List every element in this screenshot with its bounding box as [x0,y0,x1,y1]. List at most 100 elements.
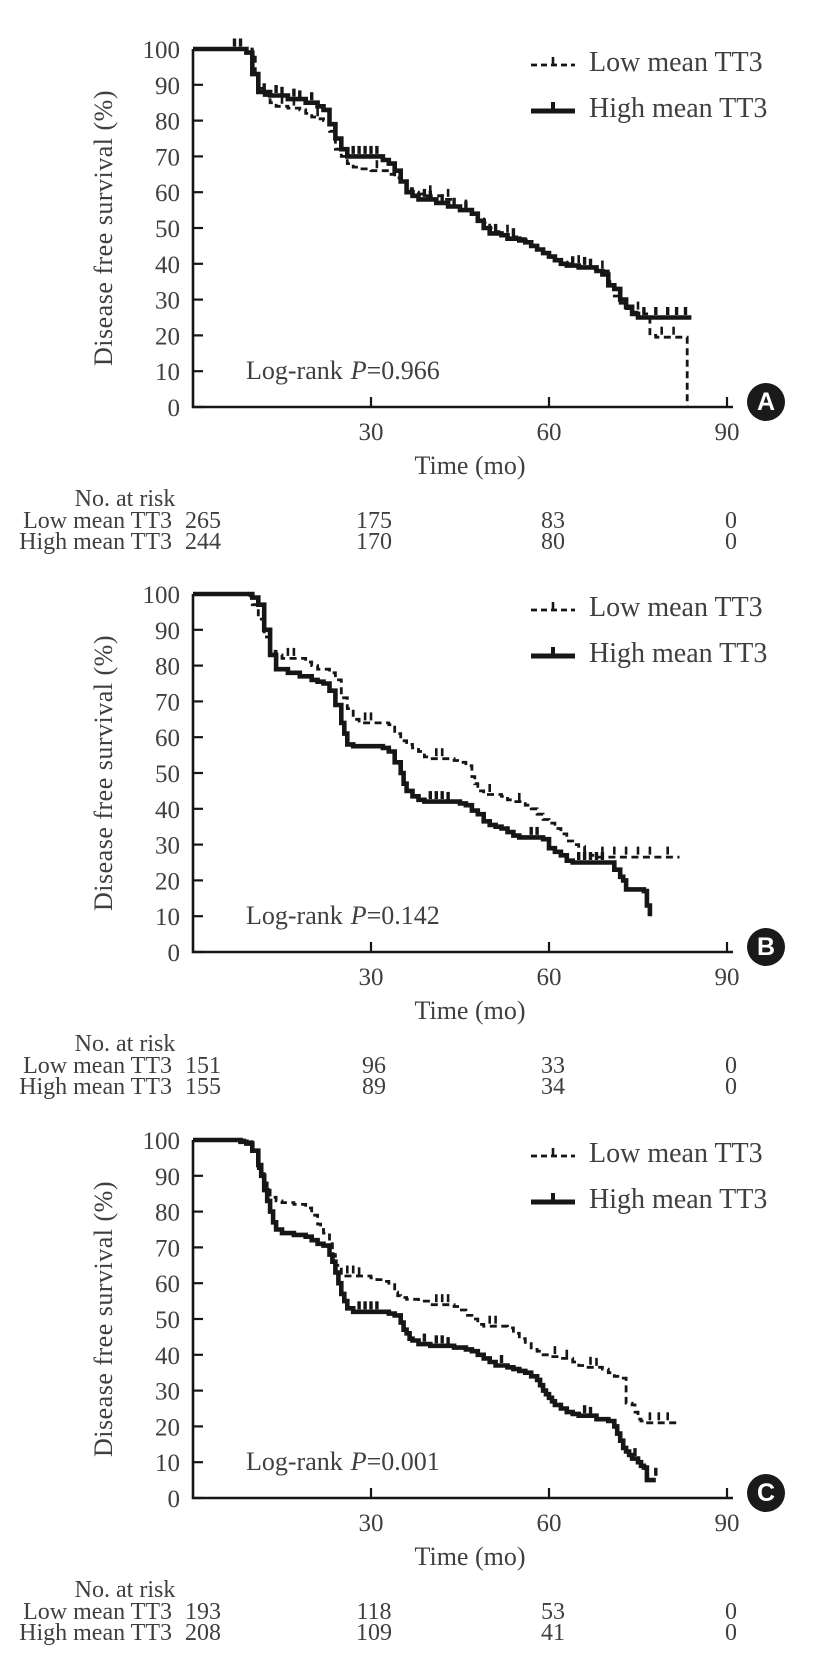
y-axis-title: Disease free survival (%) [89,90,118,366]
panel-label-badge: A [747,383,785,421]
legend: Low mean TT3 High mean TT3 [530,1137,767,1229]
risk-row-high: High mean TT3 244 170 80 0 [0,529,819,555]
y-tick-label: 70 [155,1235,180,1262]
legend-item-high: High mean TT3 [530,1183,767,1217]
y-tick-label: 70 [155,144,180,171]
risk-value: 244 [185,529,221,555]
y-tick-label: 0 [168,395,181,422]
risk-value: 175 [356,508,392,534]
x-axis-title: Time (mo) [414,451,526,480]
legend-item-high: High mean TT3 [530,92,767,126]
x-axis-title: Time (mo) [414,996,526,1025]
x-tick-label: 30 [359,1510,384,1537]
risk-row-label: High mean TT3 [19,1074,172,1100]
legend-item-low: Low mean TT3 [530,46,767,80]
legend-label-high: High mean TT3 [589,93,768,124]
dashed-line-swatch [531,1148,575,1158]
risk-value: 80 [541,529,565,555]
dashed-line-swatch [531,602,575,612]
y-tick-label: 10 [155,904,180,931]
risk-value: 0 [725,1074,737,1100]
panel-a: 0 10 20 30 40 50 60 70 80 90 100 30 60 90 Disease fre… [0,0,819,555]
risk-value: 0 [725,1599,737,1625]
risk-row-high: High mean TT3 155 89 34 0 [0,1074,819,1100]
logrank-value: =0.001 [366,1447,440,1476]
y-tick-label: 20 [155,1414,180,1441]
y-tick-label: 80 [155,654,180,681]
y-tick-label: 0 [168,940,181,967]
risk-row-low: Low mean TT3 193 118 53 0 [0,1599,819,1625]
y-tick-label: 90 [155,618,180,645]
y-tick-label: 100 [143,37,181,64]
y-tick-label: 60 [155,180,180,207]
curve-high-mean-tt3 [193,46,692,320]
x-axis-title: Time (mo) [414,1542,526,1571]
y-tick-label: 60 [155,1271,180,1298]
curve-low-mean-tt3 [193,1138,680,1425]
risk-row-label: High mean TT3 [19,1620,172,1646]
risk-value: 170 [356,529,392,555]
risk-row-label: High mean TT3 [19,529,172,555]
legend-label-high: High mean TT3 [589,1184,768,1215]
legend-label-low: Low mean TT3 [589,592,763,623]
panel-label-badge: B [747,928,785,966]
km-plot-c: 0 10 20 30 40 50 60 70 80 90 100 30 60 90 [143,1128,740,1537]
risk-value: 155 [185,1074,221,1100]
legend-label-low: Low mean TT3 [589,47,763,78]
risk-value: 33 [541,1053,565,1079]
y-tick-label: 60 [155,725,180,752]
risk-value: 53 [541,1599,565,1625]
panel-c: 0 10 20 30 40 50 60 70 80 90 100 30 60 90 Disease fre… [0,1091,819,1679]
solid-line-swatch [531,102,575,114]
panel-label-badge: C [747,1474,785,1512]
risk-table-header: No. at risk [74,486,176,512]
y-tick-label: 100 [143,582,181,609]
curve-high-mean-tt3 [193,591,653,917]
logrank-annotation: Log-rank P=0.142 [246,901,440,931]
logrank-p-symbol: P [350,1447,367,1476]
risk-value: 151 [185,1053,221,1079]
y-tick-label: 10 [155,359,180,386]
y-tick-label: 40 [155,252,180,279]
logrank-p-symbol: P [350,901,367,930]
x-tick-label: 90 [715,419,740,446]
legend: Low mean TT3 High mean TT3 [530,591,767,683]
curve-high-mean-tt3 [193,1137,656,1483]
logrank-p-symbol: P [350,356,367,385]
x-tick-label: 30 [359,964,384,991]
x-tick-label: 30 [359,419,384,446]
risk-row-low: Low mean TT3 265 175 83 0 [0,508,819,534]
y-tick-label: 10 [155,1450,180,1477]
y-tick-label: 70 [155,689,180,716]
risk-row-low: Low mean TT3 151 96 33 0 [0,1053,819,1079]
x-tick-label: 60 [537,964,562,991]
risk-row-label: Low mean TT3 [23,508,172,534]
panel-b: 0 10 20 30 40 50 60 70 80 90 100 30 60 90 Disease fre… [0,545,819,1100]
logrank-prefix: Log-rank [246,901,343,930]
legend-item-low: Low mean TT3 [530,1137,767,1171]
x-tick-label: 90 [715,1510,740,1537]
risk-table-header: No. at risk [74,1031,176,1057]
risk-value: 89 [362,1074,386,1100]
y-tick-label: 50 [155,216,180,243]
risk-value: 0 [725,1620,737,1646]
risk-value: 83 [541,508,565,534]
risk-value: 0 [725,1053,737,1079]
risk-value: 109 [356,1620,392,1646]
risk-row-high: High mean TT3 208 109 41 0 [0,1620,819,1646]
x-tick-label: 60 [537,419,562,446]
risk-value: 118 [356,1599,392,1625]
curve-low-mean-tt3 [193,592,680,859]
risk-table-header: No. at risk [74,1577,176,1603]
solid-line-swatch [531,1193,575,1205]
km-plot-b: 0 10 20 30 40 50 60 70 80 90 100 30 60 90 [143,582,740,991]
y-tick-label: 80 [155,109,180,136]
legend-item-low: Low mean TT3 [530,591,767,625]
y-tick-label: 90 [155,1164,180,1191]
solid-line-swatch [531,647,575,659]
risk-value: 41 [541,1620,565,1646]
y-tick-label: 30 [155,288,180,315]
y-tick-label: 30 [155,1379,180,1406]
y-tick-label: 80 [155,1200,180,1227]
